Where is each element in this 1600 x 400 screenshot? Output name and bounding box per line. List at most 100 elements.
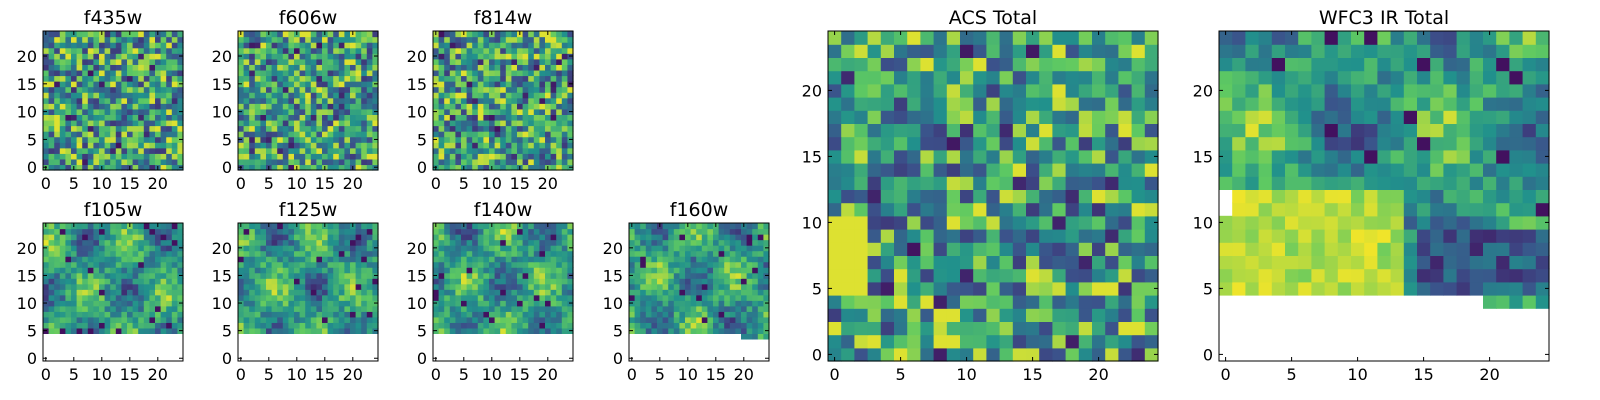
heatmap-cell xyxy=(1052,215,1067,230)
heatmap-cell xyxy=(640,272,647,279)
heatmap-cell xyxy=(305,153,312,160)
heatmap-cell xyxy=(87,294,94,301)
heatmap-cell xyxy=(121,272,128,279)
heatmap-cell xyxy=(444,239,451,246)
heatmap-cell xyxy=(254,223,261,230)
heatmap-cell xyxy=(54,245,61,252)
heatmap-cell xyxy=(657,305,664,312)
heatmap-cell xyxy=(310,31,317,38)
heatmap-cell xyxy=(1232,242,1246,256)
heatmap-cell xyxy=(438,119,445,127)
heatmap-cell xyxy=(266,97,273,104)
heatmap-cell xyxy=(93,256,100,263)
heatmap-cell xyxy=(1092,268,1106,283)
y-tick-label: 10 xyxy=(603,294,623,313)
heatmap-cell xyxy=(355,114,362,121)
heatmap-cell xyxy=(741,316,748,323)
heatmap-cell xyxy=(528,305,535,312)
heatmap-cell xyxy=(288,136,295,143)
heatmap-cell xyxy=(121,327,128,334)
heatmap-cell xyxy=(973,44,987,58)
heatmap-cell xyxy=(160,267,167,274)
heatmap-cell xyxy=(138,250,145,257)
heatmap-cell xyxy=(54,322,61,329)
heatmap-cell xyxy=(327,42,334,49)
heatmap-cell xyxy=(1219,268,1233,283)
heatmap-cell xyxy=(333,322,340,329)
heatmap-cell xyxy=(155,228,162,235)
heatmap-cell xyxy=(115,131,122,138)
heatmap-cell xyxy=(461,131,468,138)
heatmap-cell xyxy=(160,289,167,296)
heatmap-cell xyxy=(282,289,289,296)
heatmap-cell xyxy=(271,245,278,252)
heatmap-cell xyxy=(166,125,173,132)
heatmap-cell xyxy=(946,70,961,85)
heatmap-cell xyxy=(561,245,568,252)
heatmap-cell xyxy=(690,223,697,230)
heatmap-cell xyxy=(629,228,636,235)
heatmap-cell xyxy=(449,64,456,71)
heatmap-cell xyxy=(316,119,323,127)
heatmap-cell xyxy=(132,278,139,285)
heatmap-cell xyxy=(338,311,345,318)
heatmap-cell xyxy=(673,272,680,279)
heatmap-cell xyxy=(505,305,512,312)
heatmap-cell xyxy=(54,114,61,121)
heatmap-cell xyxy=(327,158,334,166)
heatmap-cell xyxy=(1390,215,1405,230)
heatmap-cell xyxy=(54,31,61,38)
heatmap-cell xyxy=(1144,308,1159,322)
heatmap-cell xyxy=(361,153,368,160)
heatmap-cell xyxy=(338,81,345,88)
heatmap-cell xyxy=(634,256,641,263)
heatmap-cell xyxy=(333,305,340,312)
heatmap-cell xyxy=(511,327,518,334)
heatmap-cell xyxy=(121,158,128,166)
heatmap-cell xyxy=(556,158,563,166)
heatmap-cell xyxy=(143,223,150,230)
heatmap-cell xyxy=(104,311,111,318)
heatmap-cell xyxy=(166,261,173,268)
heatmap-cell xyxy=(361,103,368,110)
heatmap-cell xyxy=(763,278,770,285)
heatmap-cell xyxy=(238,142,245,149)
heatmap-cell xyxy=(54,131,61,138)
heatmap-cell xyxy=(444,47,451,54)
heatmap-cell xyxy=(271,42,278,49)
heatmap-cell xyxy=(48,272,55,279)
heatmap-cell xyxy=(640,278,647,285)
heatmap-cell xyxy=(946,242,961,256)
heatmap-cell xyxy=(299,131,306,138)
heatmap-cell xyxy=(155,278,162,285)
heatmap-cell xyxy=(880,281,895,296)
heatmap-cell xyxy=(155,153,162,160)
heatmap-cell xyxy=(561,300,568,307)
heatmap-cell xyxy=(127,153,134,160)
heatmap-cell xyxy=(511,114,518,121)
heatmap-cell xyxy=(444,86,451,93)
heatmap-cell xyxy=(333,283,340,290)
heatmap-cell xyxy=(132,53,139,60)
heatmap-cell xyxy=(907,255,921,270)
heatmap-cell xyxy=(277,58,284,65)
heatmap-cell xyxy=(1131,347,1146,362)
heatmap-cell xyxy=(82,31,89,38)
heatmap-cell xyxy=(166,42,173,49)
heatmap-cell xyxy=(104,283,111,290)
heatmap-cell xyxy=(640,250,647,257)
heatmap-cell xyxy=(1065,70,1080,85)
heatmap-cell xyxy=(99,300,106,307)
heatmap-cell xyxy=(93,147,100,154)
y-tick-label: 15 xyxy=(407,266,427,285)
x-tick-label: 20 xyxy=(148,365,168,384)
heatmap-cell xyxy=(466,228,473,235)
heatmap-cell xyxy=(735,305,742,312)
heatmap-cell xyxy=(673,322,680,329)
heatmap-cell xyxy=(735,327,742,334)
heatmap-cell xyxy=(433,119,440,127)
heatmap-cell xyxy=(986,136,1001,151)
heatmap-cell xyxy=(166,31,173,38)
heatmap-cell xyxy=(461,153,468,160)
